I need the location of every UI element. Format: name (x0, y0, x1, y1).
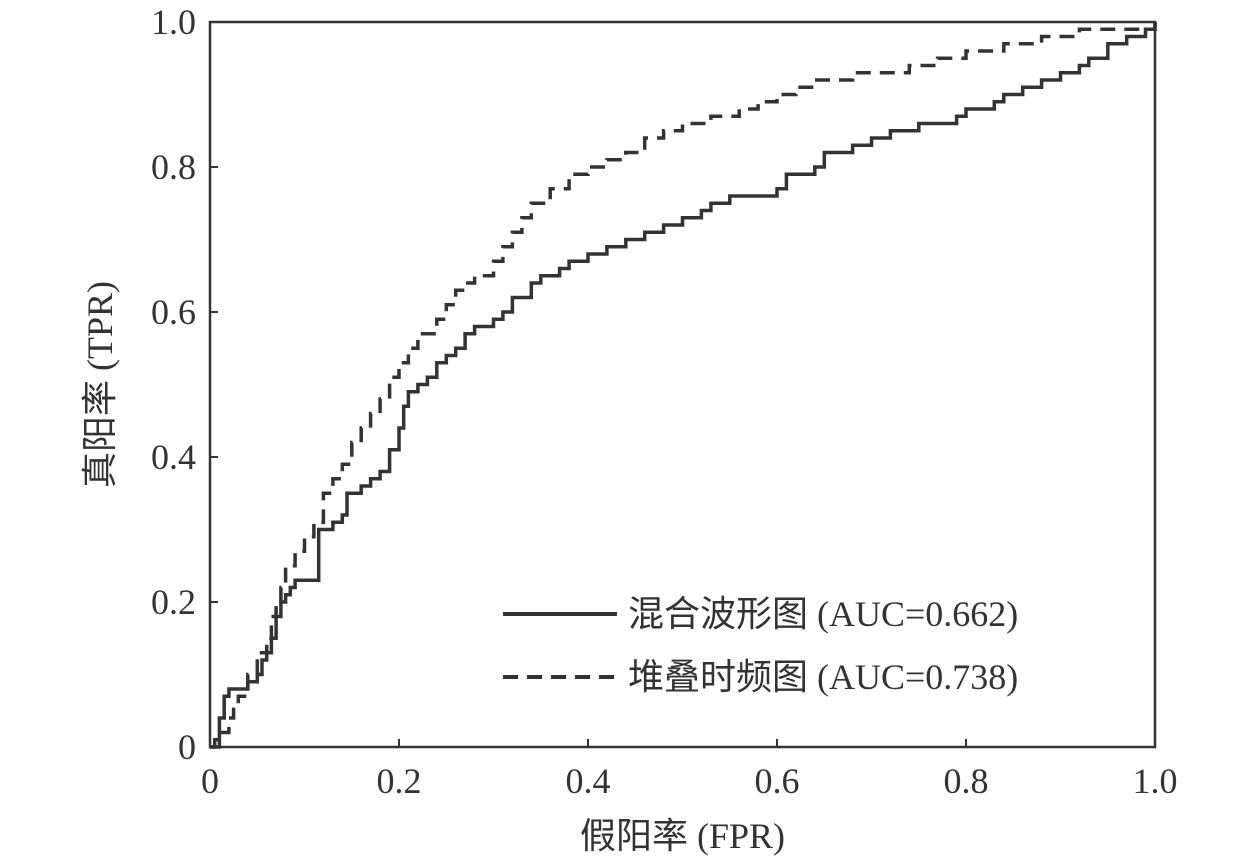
plot-lines (210, 22, 1157, 749)
x-tick-label: 0.4 (566, 761, 611, 801)
plot-frame (208, 20, 1157, 749)
x-axis: 0 0.2 0.4 0.6 0.8 1.0 (201, 739, 1178, 801)
x-tick-label: 0.2 (377, 761, 422, 801)
x-tick-label: 0.8 (944, 761, 989, 801)
series-line-mixed-waveform (210, 22, 1157, 749)
x-tick-label: 0 (201, 761, 219, 801)
y-axis-title: 真阳率 (TPR) (80, 281, 120, 488)
legend: 混合波形图 (AUC=0.662) 堆叠时频图 (AUC=0.738) (503, 594, 1018, 697)
y-tick-label: 0.6 (151, 292, 196, 332)
y-tick-label: 0.4 (151, 437, 196, 477)
y-tick-label: 0 (178, 727, 196, 767)
series-line-stacked-spectrogram (210, 22, 1157, 749)
legend-label-stacked-spectrogram: 堆叠时频图 (AUC=0.738) (628, 657, 1018, 697)
legend-label-mixed-waveform: 混合波形图 (AUC=0.662) (628, 594, 1018, 634)
x-axis-title: 假阳率 (FPR) (580, 816, 785, 856)
y-tick-label: 1.0 (151, 2, 196, 42)
y-axis: 0 0.2 0.4 0.6 0.8 1.0 (151, 2, 218, 767)
x-tick-label: 1.0 (1133, 761, 1178, 801)
y-tick-label: 0.8 (151, 147, 196, 187)
y-tick-label: 0.2 (151, 582, 196, 622)
x-tick-label: 0.6 (755, 761, 800, 801)
